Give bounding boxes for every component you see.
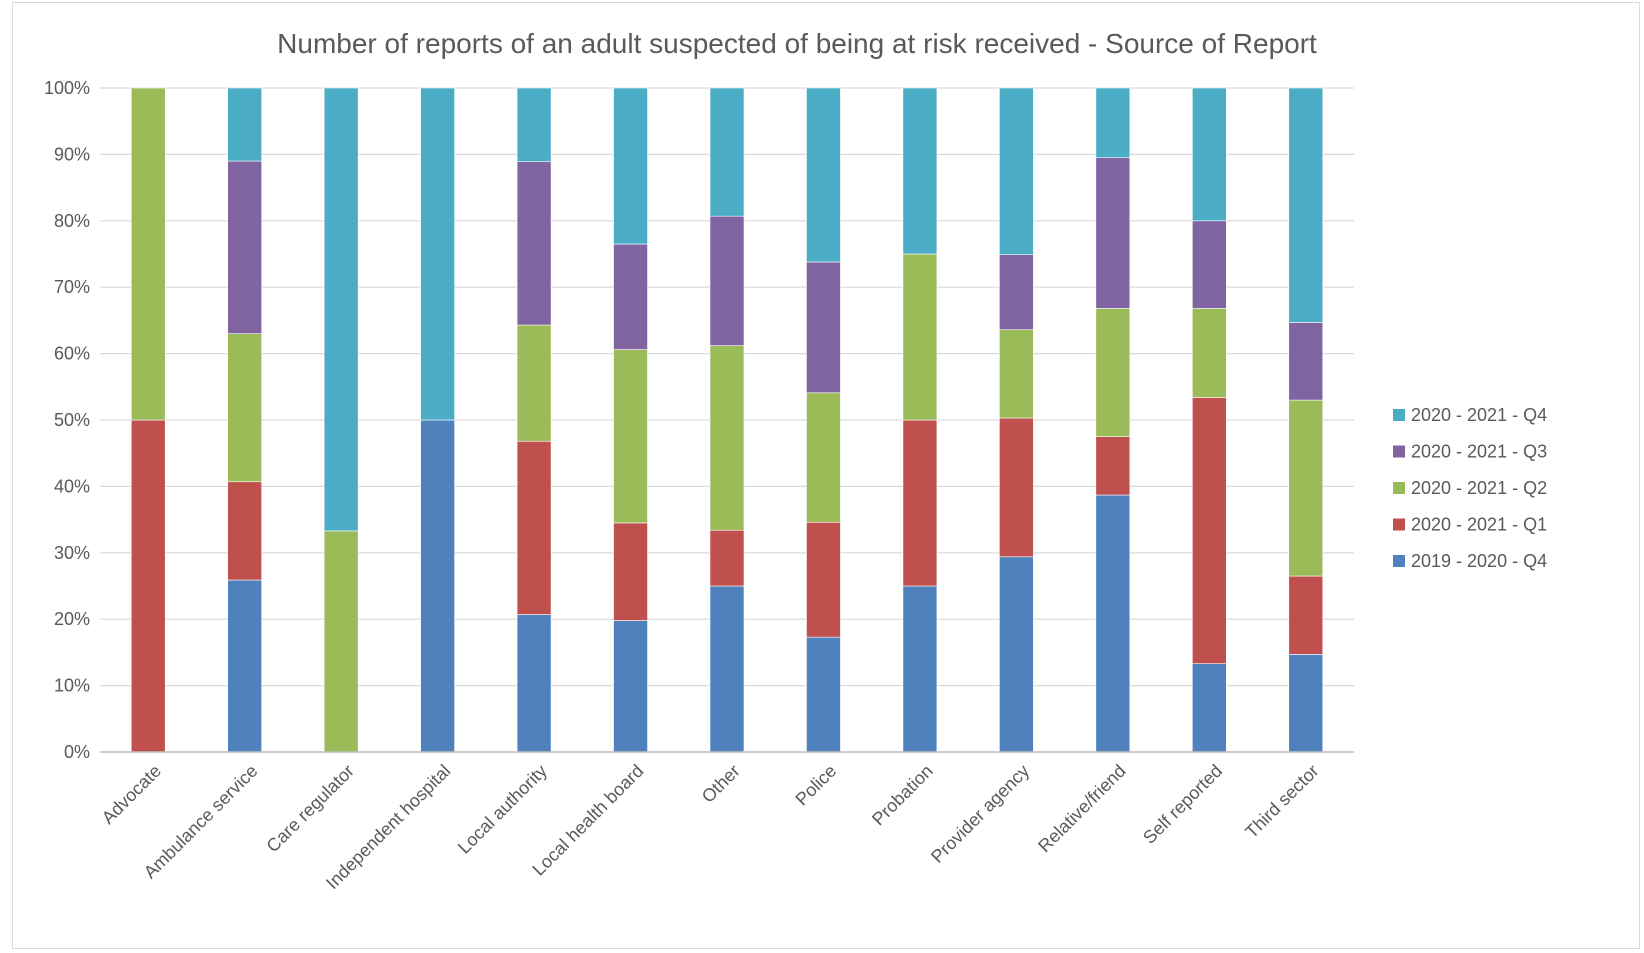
category-label: Third sector xyxy=(1241,761,1322,842)
bar-segment xyxy=(516,614,552,753)
bar-segment xyxy=(1192,220,1227,309)
bar-segment xyxy=(1095,308,1131,437)
bar-segment xyxy=(613,522,648,621)
bar-segment xyxy=(902,585,938,753)
bar-segment xyxy=(902,419,938,587)
y-axis-ticks: 0% 10% 20% 30% 40% 50% 60% 70% 80% 90% 100% xyxy=(44,78,90,762)
bar-segment xyxy=(1192,397,1227,664)
bar-segment xyxy=(227,579,262,753)
category-label: Advocate xyxy=(98,761,165,828)
bar-segment xyxy=(516,440,552,615)
bar-segment xyxy=(709,215,745,346)
y-tick-label: 20% xyxy=(54,609,90,629)
bar-segment xyxy=(613,349,648,524)
bar-segment xyxy=(1288,654,1324,753)
bar-segment xyxy=(806,87,841,263)
y-tick-label: 80% xyxy=(54,211,90,231)
bar-segment xyxy=(227,481,262,581)
y-tick-label: 60% xyxy=(54,344,90,364)
bar-segment xyxy=(1095,87,1131,159)
bar-segment xyxy=(613,87,648,245)
bar-segment xyxy=(516,324,552,442)
category-label: Local authority xyxy=(454,761,551,858)
y-tick-label: 50% xyxy=(54,410,90,430)
y-tick-label: 30% xyxy=(54,543,90,563)
category-label: Probation xyxy=(868,761,937,830)
category-label: Relative/friend xyxy=(1034,761,1130,857)
bar-segment xyxy=(806,261,841,394)
bar-segment xyxy=(1095,436,1131,496)
bar-segment xyxy=(130,419,166,753)
bar-segment xyxy=(902,87,938,255)
bar-segment xyxy=(516,161,552,326)
bar-segment xyxy=(323,87,359,532)
bar-segment xyxy=(806,392,841,523)
bar-segment xyxy=(902,253,938,421)
y-tick-label: 100% xyxy=(44,78,90,98)
bar-segment xyxy=(420,87,455,421)
bar-segment xyxy=(1288,399,1324,577)
bars xyxy=(130,87,1324,753)
bar-segment xyxy=(1192,663,1227,753)
legend-swatch xyxy=(1393,445,1405,458)
bar-segment xyxy=(1192,87,1227,222)
bar-segment xyxy=(516,87,552,163)
bar-segment xyxy=(130,87,166,421)
y-tick-label: 10% xyxy=(54,676,90,696)
bar-segment xyxy=(806,636,841,753)
legend-label: 2019 - 2020 - Q4 xyxy=(1411,551,1547,571)
legend-label: 2020 - 2021 - Q3 xyxy=(1411,442,1547,462)
legend-swatch xyxy=(1393,518,1405,531)
bar-segment xyxy=(999,87,1034,255)
category-label: Care regulator xyxy=(262,761,358,857)
category-label: Provider agency xyxy=(927,761,1033,867)
bar-segment xyxy=(323,530,359,753)
legend-swatch xyxy=(1393,409,1405,421)
chart-frame: Number of reports of an adult suspected … xyxy=(12,2,1640,949)
bar-segment xyxy=(613,620,648,753)
bar-segment xyxy=(420,419,455,753)
bar-segment xyxy=(1095,157,1131,309)
bar-segment xyxy=(999,417,1034,558)
category-label: Police xyxy=(791,761,840,810)
y-tick-label: 0% xyxy=(64,742,90,762)
bar-segment xyxy=(227,87,262,162)
bar-segment xyxy=(709,529,745,587)
bar-segment xyxy=(1095,494,1131,753)
bar-segment xyxy=(999,329,1034,419)
bar-segment xyxy=(709,585,745,753)
bar-segment xyxy=(1288,322,1324,401)
category-label: Self reported xyxy=(1139,761,1226,848)
bar-segment xyxy=(1288,575,1324,655)
legend: 2020 - 2021 - Q4 2020 - 2021 - Q3 2020 - 2… xyxy=(1393,405,1547,571)
bar-segment xyxy=(1288,87,1324,323)
bar-segment xyxy=(227,160,262,334)
y-tick-label: 70% xyxy=(54,277,90,297)
bar-segment xyxy=(227,333,262,483)
category-label: Other xyxy=(698,761,744,807)
bar-segment xyxy=(1192,308,1227,398)
y-tick-label: 90% xyxy=(54,144,90,164)
chart-title: Number of reports of an adult suspected … xyxy=(277,28,1317,59)
legend-label: 2020 - 2021 - Q1 xyxy=(1411,515,1547,535)
legend-label: 2020 - 2021 - Q2 xyxy=(1411,478,1547,498)
bar-segment xyxy=(709,87,745,217)
stacked-bar-chart: Number of reports of an adult suspected … xyxy=(44,28,1547,893)
bar-segment xyxy=(999,556,1034,753)
legend-label: 2020 - 2021 - Q4 xyxy=(1411,405,1547,425)
bar-segment xyxy=(709,345,745,531)
bar-segment xyxy=(999,254,1034,330)
y-tick-label: 40% xyxy=(54,476,90,496)
bar-segment xyxy=(806,521,841,638)
legend-swatch xyxy=(1393,482,1405,494)
legend-swatch xyxy=(1393,555,1405,567)
bar-segment xyxy=(613,243,648,350)
